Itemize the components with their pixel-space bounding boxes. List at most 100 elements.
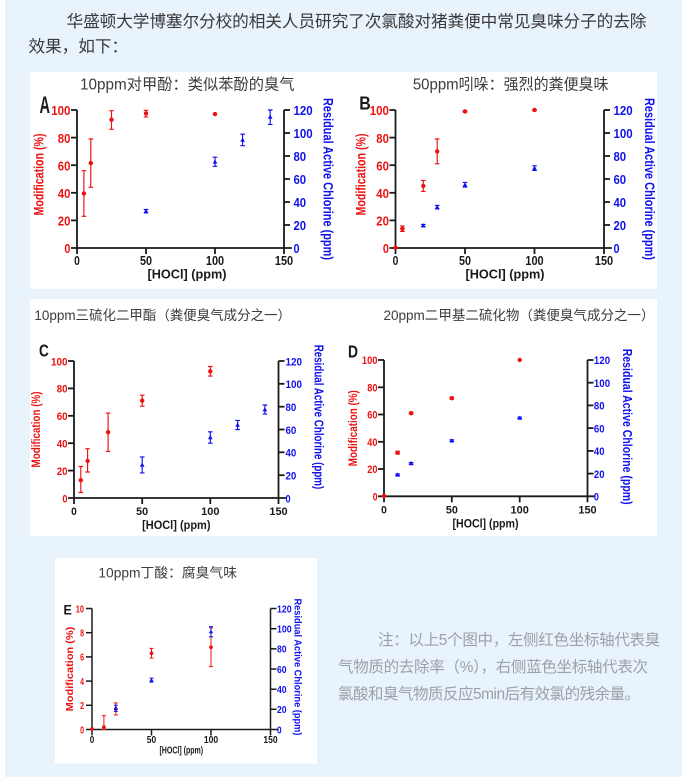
svg-text:[HOCl] (ppm): [HOCl] (ppm) — [453, 518, 519, 530]
svg-text:0: 0 — [286, 493, 291, 505]
svg-text:80: 80 — [58, 131, 71, 146]
svg-text:50: 50 — [140, 253, 152, 268]
svg-text:40: 40 — [376, 186, 389, 201]
svg-text:100: 100 — [362, 355, 378, 367]
svg-text:Residual Active Chlorine (ppm): Residual Active Chlorine (ppm) — [311, 345, 325, 490]
svg-text:E: E — [64, 602, 72, 618]
svg-text:0: 0 — [80, 725, 84, 736]
svg-text:20: 20 — [594, 469, 605, 481]
svg-text:20ppm二甲基二硫化物（粪便臭气成分之一）: 20ppm二甲基二硫化物（粪便臭气成分之一） — [384, 307, 655, 323]
svg-text:80: 80 — [57, 384, 68, 396]
svg-text:40: 40 — [294, 195, 307, 210]
svg-text:0: 0 — [62, 493, 67, 505]
svg-text:10ppm对甲酚：类似苯酚的臭气: 10ppm对甲酚：类似苯酚的臭气 — [80, 76, 295, 94]
svg-text:0: 0 — [90, 735, 95, 746]
svg-text:0: 0 — [614, 241, 620, 256]
svg-text:40: 40 — [277, 685, 287, 696]
svg-text:100: 100 — [525, 253, 543, 268]
svg-text:50ppm吲哚：强烈的粪便臭味: 50ppm吲哚：强烈的粪便臭味 — [413, 76, 609, 94]
svg-text:60: 60 — [277, 665, 287, 676]
svg-text:100: 100 — [286, 379, 303, 391]
svg-text:100: 100 — [201, 506, 219, 518]
svg-text:80: 80 — [594, 401, 605, 413]
svg-text:120: 120 — [286, 356, 303, 368]
svg-text:40: 40 — [614, 195, 627, 210]
svg-text:150: 150 — [595, 253, 613, 268]
svg-text:120: 120 — [277, 604, 292, 615]
svg-text:0: 0 — [393, 253, 399, 268]
svg-text:C: C — [39, 341, 49, 361]
svg-text:10ppm三硫化二甲酯（粪便臭气成分之一）: 10ppm三硫化二甲酯（粪便臭气成分之一） — [34, 308, 291, 323]
svg-text:100: 100 — [614, 126, 633, 141]
svg-text:0: 0 — [74, 253, 80, 268]
svg-text:150: 150 — [578, 504, 596, 516]
svg-text:A: A — [40, 92, 51, 119]
svg-text:100: 100 — [277, 624, 292, 635]
svg-text:100: 100 — [511, 504, 529, 516]
svg-text:100: 100 — [594, 378, 610, 390]
svg-text:40: 40 — [594, 446, 605, 458]
svg-text:20: 20 — [376, 214, 389, 229]
svg-text:150: 150 — [275, 253, 293, 268]
svg-text:8: 8 — [80, 629, 84, 640]
svg-text:6: 6 — [80, 653, 84, 664]
svg-text:120: 120 — [614, 103, 633, 118]
svg-text:100: 100 — [51, 356, 68, 368]
svg-text:Modification (%): Modification (%) — [64, 627, 76, 712]
svg-text:120: 120 — [594, 355, 610, 367]
svg-text:B: B — [359, 94, 371, 114]
svg-text:20: 20 — [58, 214, 71, 229]
svg-text:0: 0 — [277, 725, 282, 736]
svg-text:20: 20 — [286, 470, 297, 482]
svg-text:50: 50 — [136, 506, 148, 518]
svg-text:80: 80 — [286, 402, 297, 414]
svg-text:50: 50 — [446, 504, 458, 516]
svg-text:40: 40 — [57, 439, 68, 451]
svg-text:Residual Active Chlorine (ppm): Residual Active Chlorine (ppm) — [620, 349, 634, 505]
svg-text:Residual Active Chlorine (ppm): Residual Active Chlorine (ppm) — [321, 98, 337, 260]
svg-text:[HOCl] (ppm): [HOCl] (ppm) — [466, 267, 545, 282]
svg-text:20: 20 — [277, 705, 287, 716]
svg-text:Residual Active Chlorine (ppm): Residual Active Chlorine (ppm) — [642, 98, 658, 260]
svg-text:80: 80 — [294, 149, 307, 164]
svg-text:100: 100 — [51, 103, 70, 118]
svg-text:0: 0 — [381, 504, 387, 516]
svg-text:150: 150 — [263, 735, 278, 746]
svg-text:40: 40 — [367, 437, 377, 449]
svg-text:0: 0 — [71, 506, 77, 518]
svg-text:[HOCl] (ppm): [HOCl] (ppm) — [142, 520, 211, 532]
svg-text:60: 60 — [286, 425, 297, 437]
svg-text:4: 4 — [80, 677, 84, 688]
svg-text:20: 20 — [614, 218, 627, 233]
svg-text:60: 60 — [594, 423, 605, 435]
svg-text:60: 60 — [57, 411, 68, 423]
svg-text:60: 60 — [58, 158, 71, 173]
svg-text:0: 0 — [594, 492, 599, 504]
svg-text:0: 0 — [383, 241, 389, 256]
svg-text:0: 0 — [294, 241, 300, 256]
svg-text:40: 40 — [286, 448, 297, 460]
svg-text:0: 0 — [64, 241, 70, 256]
svg-text:Residual Active Chlorine (ppm): Residual Active Chlorine (ppm) — [292, 599, 303, 736]
svg-text:40: 40 — [58, 186, 71, 201]
svg-text:50: 50 — [459, 253, 471, 268]
svg-text:10: 10 — [76, 604, 84, 615]
svg-text:Modification (%): Modification (%) — [31, 391, 43, 467]
svg-text:120: 120 — [294, 103, 313, 118]
svg-text:60: 60 — [376, 158, 389, 173]
svg-text:60: 60 — [367, 410, 377, 422]
svg-text:80: 80 — [376, 131, 389, 146]
svg-text:60: 60 — [294, 172, 307, 187]
svg-text:[HOCl] (ppm): [HOCl] (ppm) — [148, 267, 227, 282]
svg-text:Modification (%): Modification (%) — [348, 390, 360, 466]
svg-text:Modification (%): Modification (%) — [353, 134, 369, 216]
svg-text:D: D — [348, 342, 358, 362]
svg-text:20: 20 — [57, 466, 68, 478]
svg-text:10ppm丁酸：腐臭气味: 10ppm丁酸：腐臭气味 — [98, 566, 237, 581]
svg-text:[HOCl] (ppm): [HOCl] (ppm) — [159, 745, 203, 757]
svg-text:60: 60 — [614, 172, 627, 187]
svg-text:80: 80 — [277, 645, 287, 656]
svg-text:50: 50 — [147, 735, 157, 746]
svg-text:20: 20 — [367, 464, 377, 476]
svg-text:100: 100 — [206, 253, 224, 268]
